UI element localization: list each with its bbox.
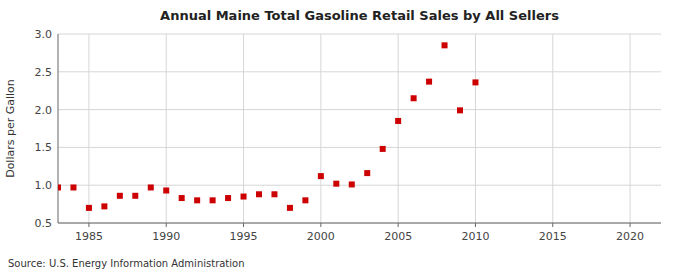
source-note: Source: U.S. Energy Information Administ… xyxy=(8,258,245,269)
point xyxy=(163,187,169,193)
x-grid-line xyxy=(88,34,89,223)
y-grid-line xyxy=(58,223,661,224)
point xyxy=(148,184,154,190)
point xyxy=(117,193,123,199)
point xyxy=(380,146,386,152)
x-tick-label: 2020 xyxy=(616,230,644,243)
y-grid-line xyxy=(58,34,661,35)
x-grid-line xyxy=(630,34,631,223)
x-tick-label: 2005 xyxy=(384,230,412,243)
x-tick-label: 1985 xyxy=(75,230,103,243)
point xyxy=(241,194,247,200)
point xyxy=(333,181,339,187)
point xyxy=(411,95,417,101)
x-tick-label: 2015 xyxy=(539,230,567,243)
grid xyxy=(58,34,661,223)
chart-container: Annual Maine Total Gasoline Retail Sales… xyxy=(0,0,675,275)
y-grid-line xyxy=(58,109,661,110)
point xyxy=(194,197,200,203)
title: Annual Maine Total Gasoline Retail Sales… xyxy=(160,8,559,23)
x-grid-line xyxy=(398,34,399,223)
y-tick-label: 3.0 xyxy=(35,28,53,41)
x-tick xyxy=(552,223,553,227)
point xyxy=(395,118,401,124)
x-tick xyxy=(475,223,476,227)
x-tick-label: 2010 xyxy=(461,230,489,243)
point xyxy=(179,195,185,201)
x-grid-line xyxy=(552,34,553,223)
y-grid-line xyxy=(58,147,661,148)
point xyxy=(256,191,262,197)
point xyxy=(318,173,324,179)
x-tick xyxy=(630,223,631,227)
y-tick-label: 0.5 xyxy=(35,217,53,230)
x-grid-line xyxy=(320,34,321,223)
y-axis-label: Dollars per Gallon xyxy=(4,79,17,178)
chart: Annual Maine Total Gasoline Retail Sales… xyxy=(0,0,675,275)
point xyxy=(271,191,277,197)
axes: 0.5 1.0 1.5 2.0 2.5 3.0 1985 1990 1995 2000 2005 20… xyxy=(35,28,662,243)
y-tick-label: 1.0 xyxy=(35,179,53,192)
point xyxy=(132,193,138,199)
x-tick xyxy=(166,223,167,227)
x-tick xyxy=(243,223,244,227)
point xyxy=(86,205,92,211)
y-tick-label: 2.0 xyxy=(35,104,53,117)
point xyxy=(302,197,308,203)
y-axis-line xyxy=(58,34,59,223)
point xyxy=(287,205,293,211)
point xyxy=(472,79,478,85)
x-tick xyxy=(398,223,399,227)
x-tick xyxy=(88,223,89,227)
x-tick-label: 1995 xyxy=(230,230,258,243)
x-tick-label: 1990 xyxy=(152,230,180,243)
x-tick xyxy=(320,223,321,227)
x-grid-line xyxy=(166,34,167,223)
point xyxy=(364,170,370,176)
point xyxy=(426,79,432,85)
points xyxy=(58,42,478,211)
point xyxy=(349,181,355,187)
y-tick-label: 2.5 xyxy=(35,66,53,79)
y-grid-line xyxy=(58,71,661,72)
x-grid-line xyxy=(475,34,476,223)
y-tick-label: 1.5 xyxy=(35,141,53,154)
point xyxy=(101,203,107,209)
x-tick-label: 2000 xyxy=(307,230,335,243)
point xyxy=(70,184,76,190)
point xyxy=(442,42,448,48)
point xyxy=(457,107,463,113)
point xyxy=(210,197,216,203)
x-axis-line xyxy=(58,223,661,224)
point xyxy=(225,195,231,201)
point xyxy=(58,184,61,190)
